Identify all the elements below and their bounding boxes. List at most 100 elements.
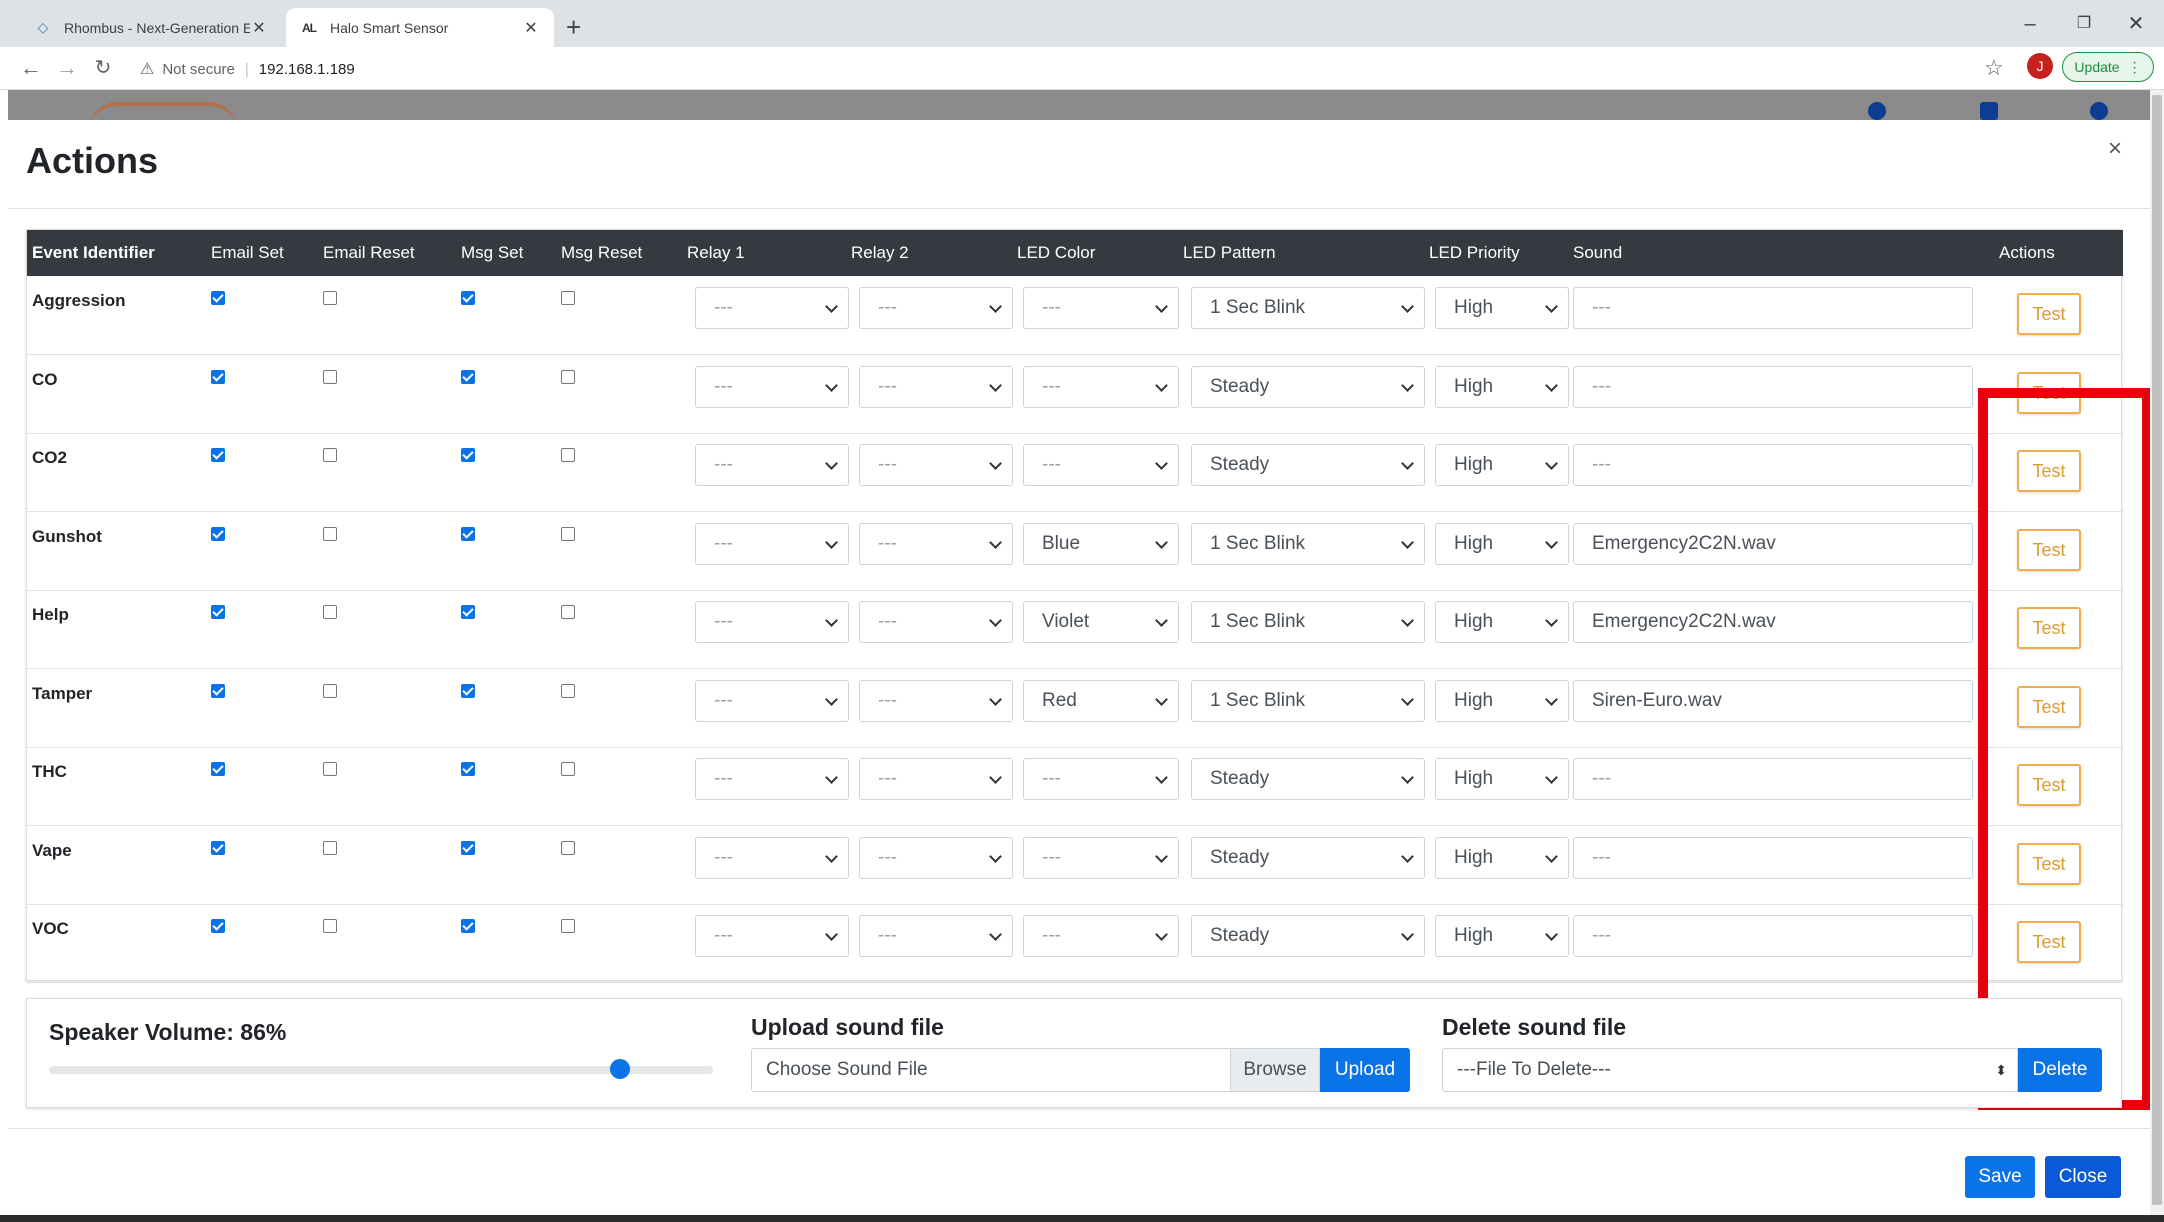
email-reset-checkbox[interactable] [323,605,337,619]
test-button[interactable]: Test [2017,842,2081,885]
msg-reset-checkbox[interactable] [561,605,575,619]
relay-1-select[interactable]: --- [695,287,849,329]
led-color-select[interactable]: --- [1023,444,1179,486]
led-color-select[interactable]: --- [1023,915,1179,957]
email-reset-checkbox[interactable] [323,840,337,855]
led-color-select[interactable]: --- [1023,836,1179,879]
led-pattern-select[interactable]: Steady [1191,915,1425,957]
msg-set-checkbox[interactable] [461,448,475,462]
email-set-checkbox[interactable] [211,605,225,619]
sound-input[interactable]: Emergency2C2N.wav [1573,601,1973,643]
close-tab-icon[interactable]: ✕ [252,19,266,37]
test-button[interactable]: Test [2017,685,2081,728]
back-arrow-icon[interactable]: ← [20,55,42,80]
forward-arrow-icon[interactable]: → [56,55,78,80]
slider-thumb[interactable] [610,1059,631,1079]
email-reset-checkbox[interactable] [323,526,337,541]
relay-1-select[interactable]: --- [695,836,849,879]
window-close-icon[interactable]: ✕ [2127,13,2145,35]
sound-input[interactable]: --- [1573,836,1973,879]
led-priority-select[interactable]: High [1435,522,1569,565]
email-set-checkbox[interactable] [211,291,225,305]
relay-2-select[interactable]: --- [859,758,1013,800]
msg-reset-checkbox[interactable] [561,369,575,384]
led-color-select[interactable]: --- [1023,758,1179,800]
msg-reset-checkbox[interactable] [561,291,575,305]
sound-input[interactable]: --- [1573,758,1973,800]
led-priority-select[interactable]: High [1435,836,1569,879]
close-button[interactable]: Close [2045,1156,2121,1198]
sound-input[interactable]: Emergency2C2N.wav [1573,522,1973,565]
led-priority-select[interactable]: High [1435,915,1569,957]
upload-button[interactable]: Upload [1320,1048,1410,1092]
email-reset-checkbox[interactable] [323,919,337,933]
led-color-select[interactable]: --- [1023,287,1179,329]
reload-icon[interactable]: ↻ [94,57,112,79]
led-color-select[interactable]: --- [1023,365,1179,408]
relay-1-select[interactable]: --- [695,915,849,957]
sound-input[interactable]: --- [1573,287,1973,329]
led-pattern-select[interactable]: 1 Sec Blink [1191,522,1425,565]
test-button[interactable]: Test [2017,450,2081,492]
msg-set-checkbox[interactable] [461,762,475,776]
relay-2-select[interactable]: --- [859,915,1013,957]
restore-icon[interactable]: ❐ [2076,15,2092,32]
email-reset-checkbox[interactable] [323,291,337,305]
relay-2-select[interactable]: --- [859,444,1013,486]
address-bar[interactable]: ⚠ Not secure | 192.168.1.189 [140,56,355,82]
save-button[interactable]: Save [1965,1156,2035,1198]
relay-1-select[interactable]: --- [695,758,849,800]
email-set-checkbox[interactable] [211,369,225,384]
msg-set-checkbox[interactable] [461,369,475,384]
relay-2-select[interactable]: --- [859,836,1013,879]
msg-set-checkbox[interactable] [461,683,475,698]
msg-set-checkbox[interactable] [461,840,475,855]
led-color-select[interactable]: Red [1023,679,1179,722]
email-set-checkbox[interactable] [211,448,225,462]
modal-close-icon[interactable]: × [2108,135,2123,162]
led-pattern-select[interactable]: 1 Sec Blink [1191,287,1425,329]
msg-set-checkbox[interactable] [461,291,475,305]
relay-1-select[interactable]: --- [695,679,849,722]
led-color-select[interactable]: Violet [1023,601,1179,643]
relay-1-select[interactable]: --- [695,365,849,408]
email-set-checkbox[interactable] [211,683,225,698]
update-button[interactable]: Update ⋮ [2062,52,2154,82]
msg-set-checkbox[interactable] [461,526,475,541]
bookmark-star-icon[interactable]: ☆ [1984,55,2004,80]
relay-1-select[interactable]: --- [695,601,849,643]
msg-reset-checkbox[interactable] [561,683,575,698]
led-priority-select[interactable]: High [1435,287,1569,329]
delete-button[interactable]: Delete [2018,1048,2102,1092]
test-button[interactable]: Test [2017,607,2081,649]
email-reset-checkbox[interactable] [323,369,337,384]
msg-set-checkbox[interactable] [461,919,475,933]
email-reset-checkbox[interactable] [323,683,337,698]
email-set-checkbox[interactable] [211,840,225,855]
speaker-volume-slider[interactable] [49,1066,713,1074]
scrollbar-thumb[interactable] [2152,95,2162,1205]
choose-sound-file-input[interactable]: Choose Sound File [751,1048,1231,1092]
led-priority-select[interactable]: High [1435,365,1569,408]
led-pattern-select[interactable]: Steady [1191,836,1425,879]
led-priority-select[interactable]: High [1435,758,1569,800]
led-color-select[interactable]: Blue [1023,522,1179,565]
relay-1-select[interactable]: --- [695,522,849,565]
test-button[interactable]: Test [2017,921,2081,963]
email-reset-checkbox[interactable] [323,762,337,776]
relay-2-select[interactable]: --- [859,601,1013,643]
browser-tab-halo[interactable]: AL Halo Smart Sensor ✕ [286,8,554,47]
email-set-checkbox[interactable] [211,526,225,541]
relay-2-select[interactable]: --- [859,365,1013,408]
sound-input[interactable]: --- [1573,365,1973,408]
file-to-delete-select[interactable]: ---File To Delete--- ⬍ [1442,1048,2018,1092]
msg-reset-checkbox[interactable] [561,448,575,462]
msg-set-checkbox[interactable] [461,605,475,619]
new-tab-icon[interactable]: + [566,12,582,42]
browse-button[interactable]: Browse [1230,1048,1320,1092]
email-set-checkbox[interactable] [211,762,225,776]
sound-input[interactable]: Siren-Euro.wav [1573,679,1973,722]
test-button[interactable]: Test [2017,528,2081,571]
relay-2-select[interactable]: --- [859,287,1013,329]
led-priority-select[interactable]: High [1435,444,1569,486]
